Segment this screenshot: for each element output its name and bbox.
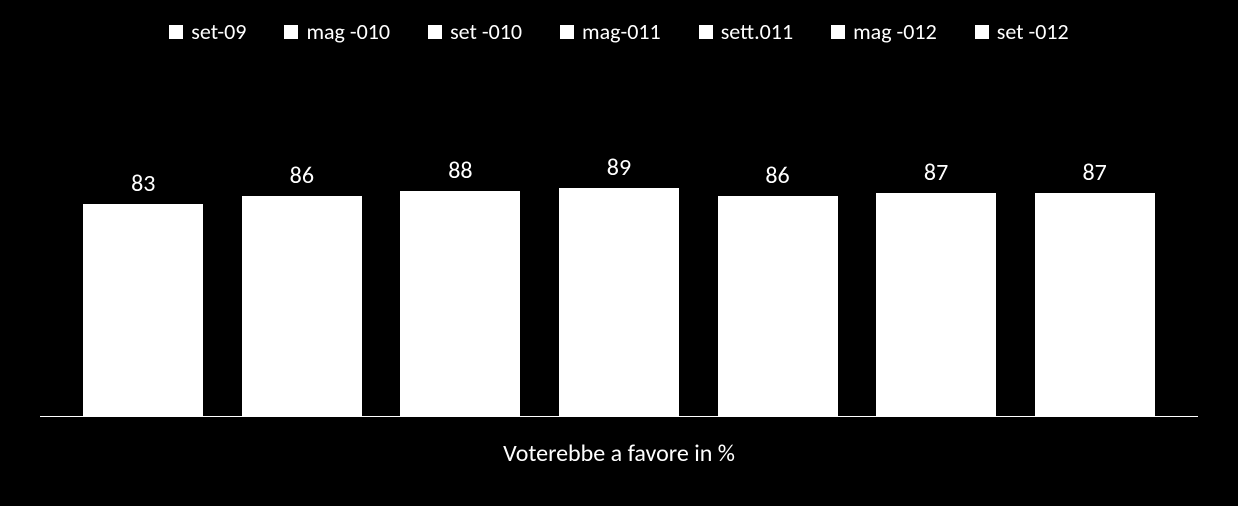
bar <box>400 191 520 416</box>
legend-swatch <box>831 25 845 39</box>
bar-slot: 89 <box>559 153 679 416</box>
legend-label: set-09 <box>191 18 246 45</box>
legend-label: mag-011 <box>582 18 661 45</box>
plot-area: 83 86 88 89 86 87 87 <box>64 120 1174 416</box>
bar-value-label: 87 <box>1082 158 1106 187</box>
legend-swatch <box>428 25 442 39</box>
bar-value-label: 89 <box>607 153 631 182</box>
legend-swatch <box>169 25 183 39</box>
legend-label: mag -012 <box>853 18 937 45</box>
bar-slot: 87 <box>876 158 996 416</box>
bar <box>1035 193 1155 416</box>
bar <box>559 188 679 416</box>
bar-slot: 83 <box>83 169 203 416</box>
bar <box>242 196 362 416</box>
bars-container: 83 86 88 89 86 87 87 <box>64 120 1174 416</box>
legend-item: mag -010 <box>284 18 390 45</box>
legend-item: set -012 <box>975 18 1069 45</box>
bar <box>83 204 203 416</box>
legend-label: set -010 <box>450 18 522 45</box>
legend-swatch <box>560 25 574 39</box>
legend-label: sett.011 <box>721 18 793 45</box>
bar-value-label: 86 <box>290 161 314 190</box>
bar <box>718 196 838 416</box>
bar-slot: 86 <box>718 161 838 416</box>
legend-item: mag-011 <box>560 18 661 45</box>
x-axis-line <box>40 416 1198 417</box>
legend: set-09 mag -010 set -010 mag-011 sett.011 mag… <box>0 18 1238 45</box>
bar-value-label: 83 <box>131 169 155 198</box>
bar-value-label: 87 <box>924 158 948 187</box>
bar-slot: 87 <box>1035 158 1155 416</box>
legend-item: sett.011 <box>699 18 793 45</box>
bar-slot: 88 <box>400 156 520 416</box>
legend-item: set-09 <box>169 18 246 45</box>
bar-value-label: 88 <box>448 156 472 185</box>
legend-label: set -012 <box>997 18 1069 45</box>
bar-slot: 86 <box>242 161 362 416</box>
legend-item: set -010 <box>428 18 522 45</box>
bar <box>876 193 996 416</box>
legend-label: mag -010 <box>306 18 390 45</box>
legend-swatch <box>975 25 989 39</box>
legend-item: mag -012 <box>831 18 937 45</box>
x-axis-label: Voterebbe a favore in % <box>0 439 1238 468</box>
legend-swatch <box>284 25 298 39</box>
bar-chart: set-09 mag -010 set -010 mag-011 sett.011 mag… <box>0 0 1238 506</box>
legend-swatch <box>699 25 713 39</box>
bar-value-label: 86 <box>765 161 789 190</box>
